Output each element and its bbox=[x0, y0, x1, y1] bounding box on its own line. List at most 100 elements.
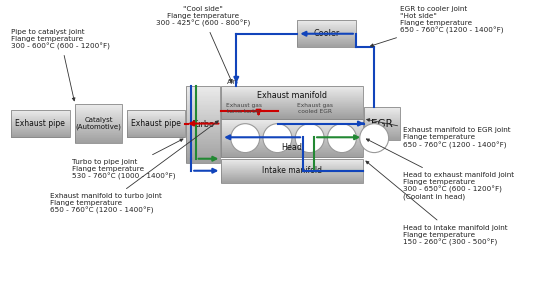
Bar bbox=[221, 179, 363, 180]
Bar bbox=[186, 124, 220, 126]
Bar bbox=[221, 112, 363, 113]
Bar bbox=[221, 178, 363, 179]
Bar bbox=[364, 108, 400, 109]
Bar bbox=[75, 136, 122, 137]
Bar bbox=[297, 26, 356, 27]
Bar bbox=[186, 97, 220, 99]
Bar bbox=[221, 178, 363, 179]
Bar bbox=[186, 150, 220, 152]
Bar bbox=[127, 137, 185, 138]
Bar bbox=[221, 174, 363, 175]
Bar bbox=[221, 146, 363, 147]
Ellipse shape bbox=[295, 124, 324, 153]
Bar bbox=[186, 96, 220, 98]
Bar bbox=[221, 99, 363, 100]
Bar bbox=[221, 135, 363, 136]
Bar bbox=[221, 114, 363, 115]
Bar bbox=[297, 34, 356, 35]
Bar bbox=[186, 113, 220, 114]
Bar bbox=[127, 129, 185, 130]
Bar bbox=[221, 133, 363, 134]
Bar bbox=[75, 135, 122, 136]
Bar bbox=[127, 118, 185, 119]
Bar bbox=[364, 117, 400, 118]
Text: Air: Air bbox=[226, 79, 236, 84]
Text: Cooler: Cooler bbox=[314, 29, 340, 38]
Bar bbox=[127, 134, 185, 135]
Bar bbox=[297, 27, 356, 28]
Bar bbox=[221, 119, 363, 157]
Text: EGR to cooler joint
"Hot side"
Flange temperature
650 - 760°C (1200 - 1400°F): EGR to cooler joint "Hot side" Flange te… bbox=[370, 6, 504, 47]
Bar bbox=[221, 142, 363, 143]
Bar bbox=[127, 131, 185, 132]
Bar bbox=[221, 120, 363, 121]
Bar bbox=[221, 92, 363, 93]
Bar bbox=[186, 153, 220, 154]
Bar bbox=[364, 135, 400, 136]
Bar bbox=[221, 104, 363, 105]
Bar bbox=[186, 155, 220, 157]
Bar bbox=[221, 181, 363, 182]
Bar bbox=[221, 110, 363, 111]
Bar bbox=[221, 109, 363, 110]
Bar bbox=[221, 126, 363, 127]
Bar bbox=[75, 137, 122, 138]
Bar bbox=[11, 113, 70, 114]
Bar bbox=[75, 113, 122, 114]
Bar bbox=[11, 115, 70, 116]
Bar bbox=[221, 98, 363, 99]
Bar bbox=[221, 176, 363, 177]
Bar bbox=[221, 150, 363, 151]
Bar bbox=[11, 132, 70, 133]
Bar bbox=[127, 114, 185, 115]
Text: Exhaust pipe: Exhaust pipe bbox=[131, 119, 181, 128]
Bar bbox=[364, 123, 400, 124]
Bar bbox=[221, 130, 363, 131]
Bar bbox=[75, 119, 122, 120]
Bar bbox=[297, 28, 356, 29]
Bar bbox=[11, 110, 70, 111]
Bar bbox=[186, 105, 220, 107]
Bar bbox=[75, 104, 122, 143]
Bar bbox=[221, 143, 363, 144]
Bar bbox=[127, 115, 185, 116]
Bar bbox=[221, 144, 363, 145]
Bar bbox=[297, 20, 356, 47]
Bar bbox=[11, 116, 70, 117]
Bar bbox=[364, 109, 400, 110]
Bar bbox=[297, 25, 356, 26]
Bar bbox=[221, 123, 363, 124]
Bar bbox=[221, 171, 363, 172]
Bar bbox=[297, 36, 356, 37]
Bar bbox=[297, 38, 356, 39]
Bar bbox=[221, 113, 363, 114]
Bar bbox=[364, 132, 400, 133]
Bar bbox=[221, 169, 363, 170]
Bar bbox=[11, 111, 70, 112]
Bar bbox=[11, 129, 70, 130]
Bar bbox=[11, 112, 70, 113]
Bar bbox=[221, 104, 363, 105]
Bar bbox=[364, 110, 400, 111]
Bar bbox=[297, 25, 356, 26]
Bar bbox=[297, 31, 356, 32]
Bar bbox=[127, 119, 185, 120]
Bar bbox=[221, 151, 363, 152]
Bar bbox=[364, 135, 400, 136]
Bar bbox=[364, 125, 400, 126]
Bar bbox=[127, 113, 185, 114]
Bar bbox=[186, 109, 220, 111]
Bar bbox=[75, 120, 122, 121]
Bar bbox=[127, 126, 185, 127]
Bar bbox=[127, 112, 185, 113]
Bar bbox=[221, 94, 363, 95]
Bar bbox=[221, 147, 363, 148]
Bar bbox=[221, 171, 363, 172]
Bar bbox=[11, 113, 70, 114]
Bar bbox=[221, 108, 363, 109]
Bar bbox=[221, 129, 363, 130]
Bar bbox=[186, 133, 220, 135]
Bar bbox=[186, 100, 220, 102]
Bar bbox=[297, 46, 356, 47]
Bar bbox=[186, 103, 220, 104]
